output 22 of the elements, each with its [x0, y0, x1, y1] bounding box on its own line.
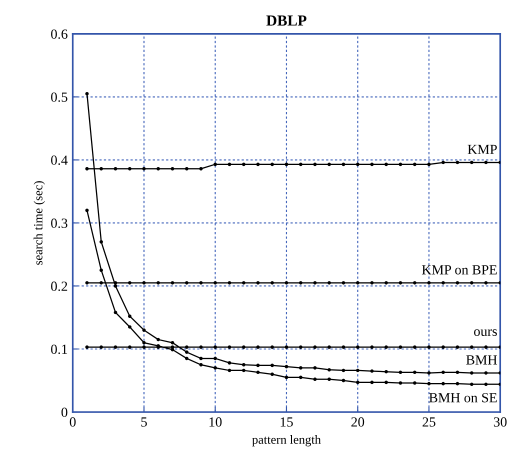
x-tick-label: 15 — [280, 417, 293, 427]
series-label: BMH on SE — [429, 393, 497, 402]
y-axis-title: search time (sec) — [34, 181, 45, 265]
x-tick-label: 25 — [422, 417, 436, 427]
y-tick-label: 0.1 — [51, 344, 68, 354]
y-tick-label: 0.6 — [51, 29, 68, 39]
x-tick-label: 0 — [70, 417, 76, 427]
series-label: KMP — [468, 144, 497, 154]
y-tick-label: 0.2 — [51, 282, 68, 291]
x-tick-label: 5 — [141, 417, 147, 427]
x-tick-label: 20 — [351, 417, 364, 427]
y-tick-label: 0.4 — [51, 156, 68, 165]
y-tick-label: 0 — [61, 408, 68, 417]
x-axis-title: pattern length — [252, 435, 321, 446]
series-label: KMP on BPE — [422, 265, 497, 274]
series-label: BMH — [466, 355, 498, 364]
y-tick-label: 0.5 — [51, 92, 68, 102]
y-tick-label: 0.3 — [51, 218, 68, 228]
x-tick-label: 30 — [494, 417, 507, 427]
chart-title: DBLP — [266, 16, 306, 26]
x-tick-label: 10 — [210, 417, 222, 427]
series-label: ours — [474, 329, 497, 336]
